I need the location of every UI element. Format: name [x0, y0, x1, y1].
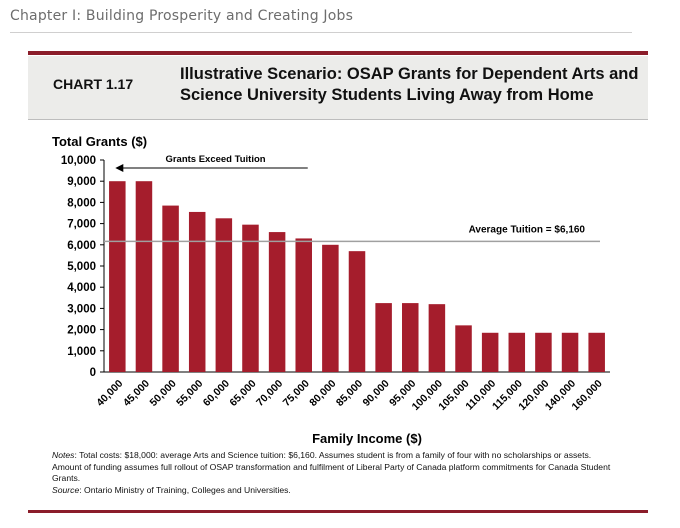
x-tick-label: 90,000 — [361, 378, 392, 409]
bar-chart: Total Grants ($) 0 1,000 2,000 3,000 4,000 5,0… — [52, 134, 610, 446]
x-tick-label: 85,000 — [334, 378, 365, 409]
chart-notes: Notes: Total costs: $18,000: average Art… — [52, 450, 622, 496]
bar-115000 — [508, 332, 526, 372]
bar-55000 — [188, 211, 206, 372]
chart-bottom-rule — [28, 510, 648, 513]
chapter-header: Chapter I: Building Prosperity and Creat… — [10, 8, 354, 24]
bar-90000 — [375, 303, 392, 372]
bar-60000 — [215, 218, 233, 372]
bar-40000 — [109, 181, 126, 372]
bar-160000 — [588, 332, 605, 372]
chart-title: Illustrative Scenario: OSAP Grants for D… — [180, 65, 639, 104]
source-text: : Ontario Ministry of Training, Colleges… — [79, 484, 291, 495]
bar-100000 — [428, 304, 446, 372]
y-tick-label: 0 — [90, 367, 96, 379]
y-tick-label: 9,000 — [67, 176, 96, 188]
chart-number: CHART 1.17 — [53, 76, 134, 92]
bar-45000 — [135, 181, 153, 372]
y-tick-label: 8,000 — [67, 197, 96, 209]
notes-text: : Total costs: $18,000: average Arts and… — [52, 450, 611, 483]
bar-95000 — [402, 303, 419, 372]
bar-85000 — [348, 251, 366, 372]
x-tick-label: 80,000 — [307, 378, 338, 409]
bar-50000 — [162, 205, 179, 372]
y-tick-label: 4,000 — [67, 282, 96, 294]
y-axis-title: Total Grants ($) — [52, 134, 147, 149]
x-tick-label: 40,000 — [94, 378, 125, 409]
chart-top-rule — [28, 51, 648, 55]
y-tick-label: 3,000 — [67, 303, 96, 315]
y-tick-label: 2,000 — [67, 325, 96, 337]
x-tick-label: 55,000 — [174, 378, 205, 409]
x-tick-label: 70,000 — [254, 378, 285, 409]
notes-label: Notes — [52, 450, 75, 460]
y-tick-label: 6,000 — [67, 240, 96, 252]
chart-title-box: CHART 1.17 Illustrative Scenario: OSAP G… — [28, 56, 648, 120]
bar-140000 — [561, 332, 579, 372]
x-axis-title: Family Income ($) — [312, 431, 422, 446]
bar-105000 — [455, 325, 472, 372]
annotation-label: Grants Exceed Tuition — [165, 154, 265, 165]
source-label: Source — [52, 484, 80, 495]
y-tick-label: 5,000 — [67, 261, 96, 273]
bar-75000 — [295, 238, 312, 372]
bar-110000 — [481, 332, 499, 372]
annotation-arrow-head — [115, 164, 124, 172]
x-tick-label: 60,000 — [201, 378, 232, 409]
x-tick-label: 45,000 — [121, 378, 152, 409]
average-tuition-label: Average Tuition = $6,160 — [469, 224, 586, 235]
bar-65000 — [242, 224, 259, 372]
bar-80000 — [322, 244, 339, 372]
bar-70000 — [268, 232, 286, 372]
y-tick-label: 7,000 — [67, 219, 96, 231]
x-tick-label: 75,000 — [281, 378, 312, 409]
bar-120000 — [535, 332, 552, 372]
y-tick-label: 1,000 — [67, 346, 96, 358]
x-tick-label: 65,000 — [227, 378, 258, 409]
x-tick-label: 50,000 — [147, 378, 178, 409]
header-divider — [10, 32, 632, 33]
y-tick-label: 10,000 — [61, 155, 96, 167]
